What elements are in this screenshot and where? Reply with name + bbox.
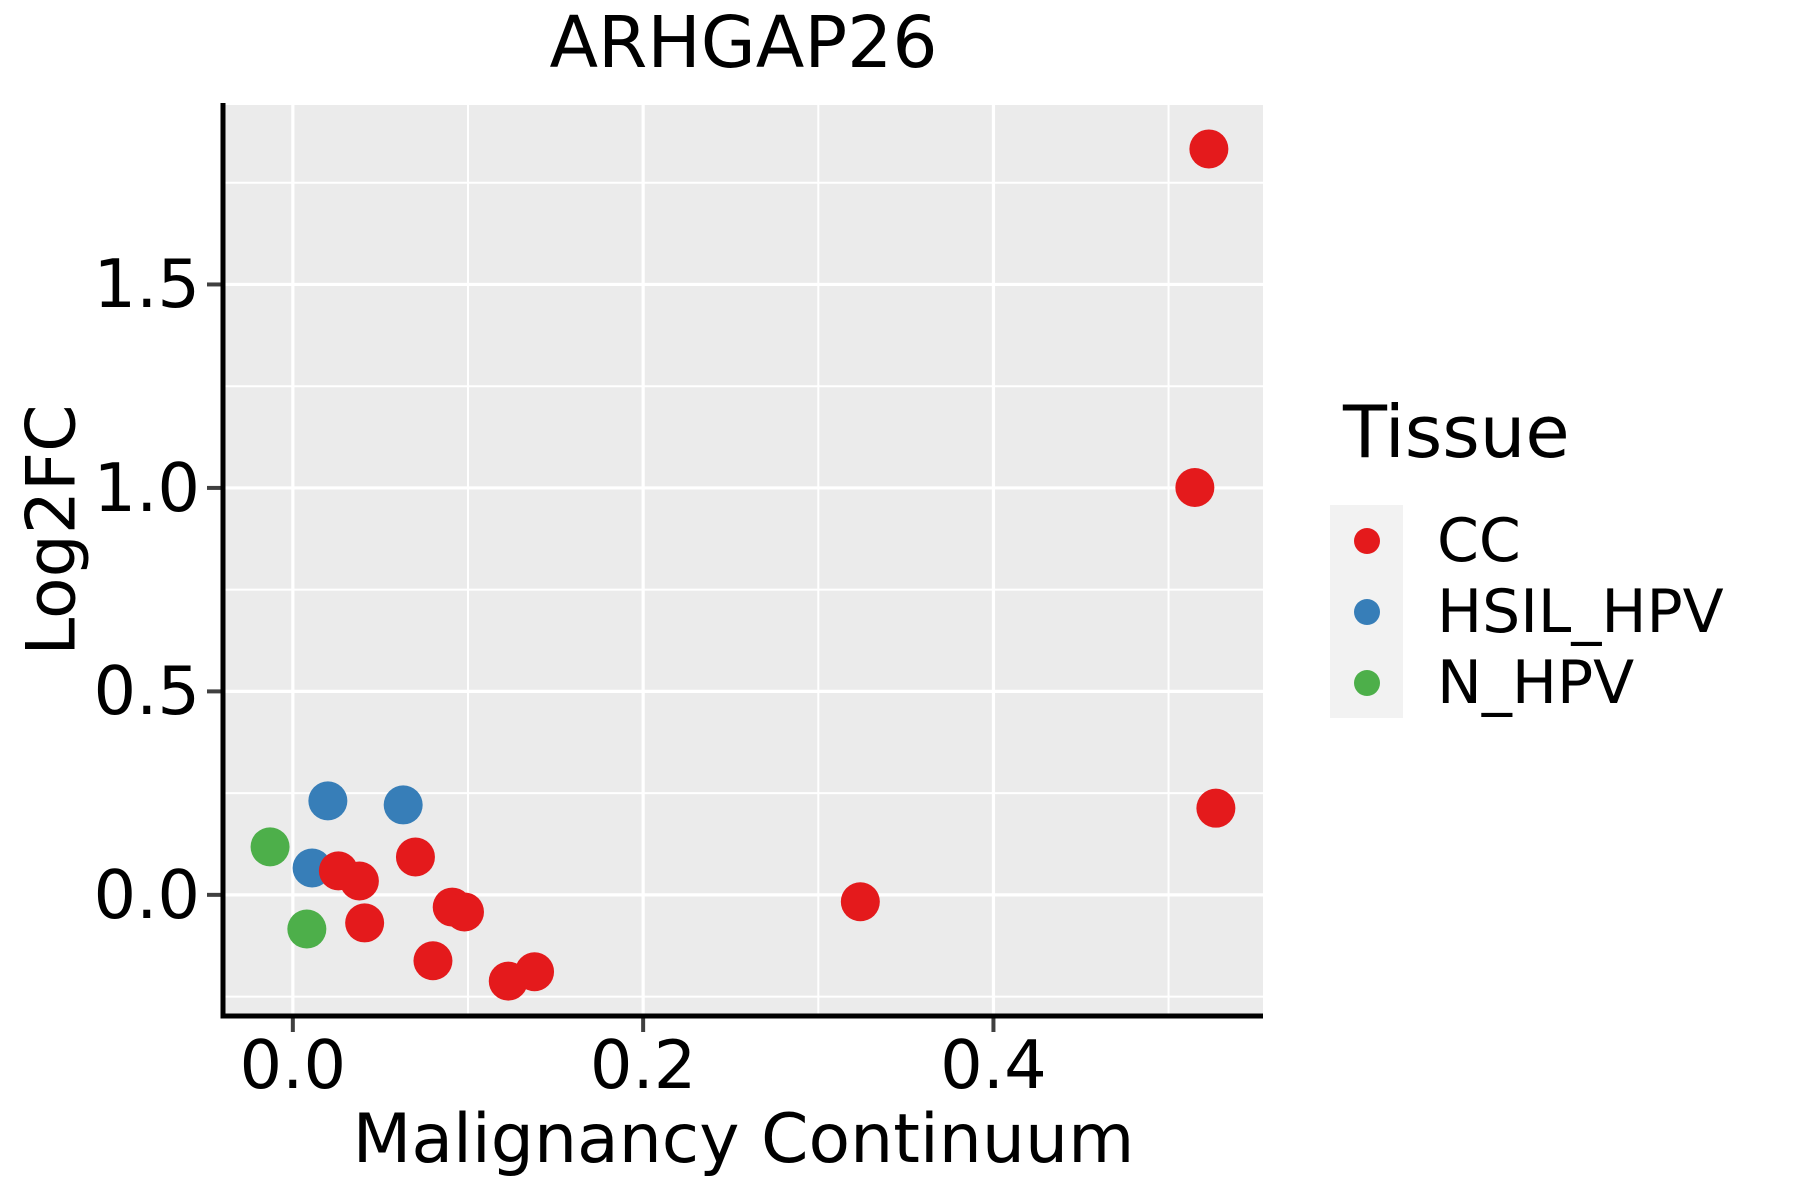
data-point-CC xyxy=(339,861,379,901)
legend-key xyxy=(1330,505,1403,576)
legend-label: HSIL_HPV xyxy=(1437,576,1724,647)
legend-marker-icon xyxy=(1353,598,1380,625)
plot-panel xyxy=(224,105,1263,1016)
data-point-CC xyxy=(840,882,880,922)
legend-label: N_HPV xyxy=(1437,647,1635,718)
legend-marker-icon xyxy=(1353,669,1380,696)
y-axis-label: Log2FC xyxy=(12,404,92,656)
data-point-CC xyxy=(413,941,453,981)
legend-items: CC HSIL_HPV N_HPV xyxy=(1330,505,1724,718)
legend-row-CC: CC xyxy=(1330,505,1724,576)
data-point-CC xyxy=(1175,468,1215,508)
x-tick-label: 0.0 xyxy=(239,1026,347,1104)
data-point-N_HPV xyxy=(250,827,290,867)
legend-row-HSIL_HPV: HSIL_HPV xyxy=(1330,576,1724,647)
legend-label: CC xyxy=(1437,505,1521,576)
legend-key xyxy=(1330,576,1403,647)
legend-key xyxy=(1330,647,1403,718)
legend-marker-icon xyxy=(1353,527,1380,554)
data-point-HSIL_HPV xyxy=(308,781,348,821)
y-tick-label: 1.5 xyxy=(93,245,200,324)
legend: Tissue CC HSIL_HPV N_HPV xyxy=(1330,396,1724,718)
data-point-N_HPV xyxy=(287,909,327,949)
data-point-CC xyxy=(444,892,484,932)
x-tick-label: 0.2 xyxy=(589,1026,697,1104)
y-tick-label: 1.0 xyxy=(93,448,200,527)
y-tick-label: 0.5 xyxy=(93,652,200,731)
data-point-CC xyxy=(345,903,385,943)
data-point-CC xyxy=(395,837,435,877)
data-point-CC xyxy=(1196,788,1236,828)
legend-row-N_HPV: N_HPV xyxy=(1330,647,1724,718)
data-point-CC xyxy=(515,952,555,992)
x-tick-label: 0.4 xyxy=(940,1026,1047,1104)
data-point-HSIL_HPV xyxy=(383,785,423,825)
y-tick-label: 0.0 xyxy=(93,855,200,934)
chart-title: ARHGAP26 xyxy=(549,1,938,84)
data-point-CC xyxy=(1189,129,1229,169)
legend-title: Tissue xyxy=(1343,390,1570,474)
x-axis-label: Malignancy Continuum xyxy=(352,1100,1135,1179)
